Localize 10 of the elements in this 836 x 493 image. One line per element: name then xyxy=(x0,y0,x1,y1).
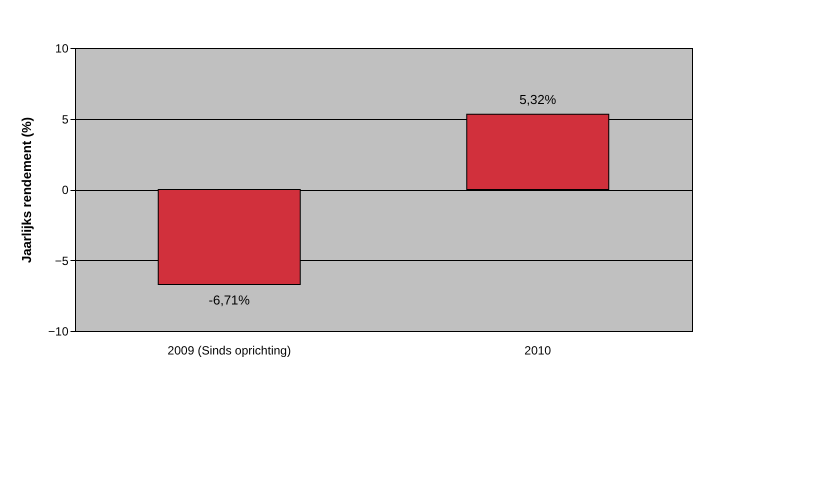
data-label: 5,32% xyxy=(519,92,557,108)
y-tick-label: −10 xyxy=(48,324,69,338)
y-tick-label: 5 xyxy=(62,112,69,126)
x-tick-label: 2009 (Sinds oprichting) xyxy=(168,344,291,358)
y-tick-label: 10 xyxy=(55,42,69,56)
data-label: -6,71% xyxy=(208,292,250,308)
y-axis-title: Jaarlijks rendement (%) xyxy=(19,117,34,263)
y-tick-label: 0 xyxy=(62,183,69,197)
y-tick-label: −5 xyxy=(54,254,69,268)
x-tick-label: 2010 xyxy=(524,344,552,358)
